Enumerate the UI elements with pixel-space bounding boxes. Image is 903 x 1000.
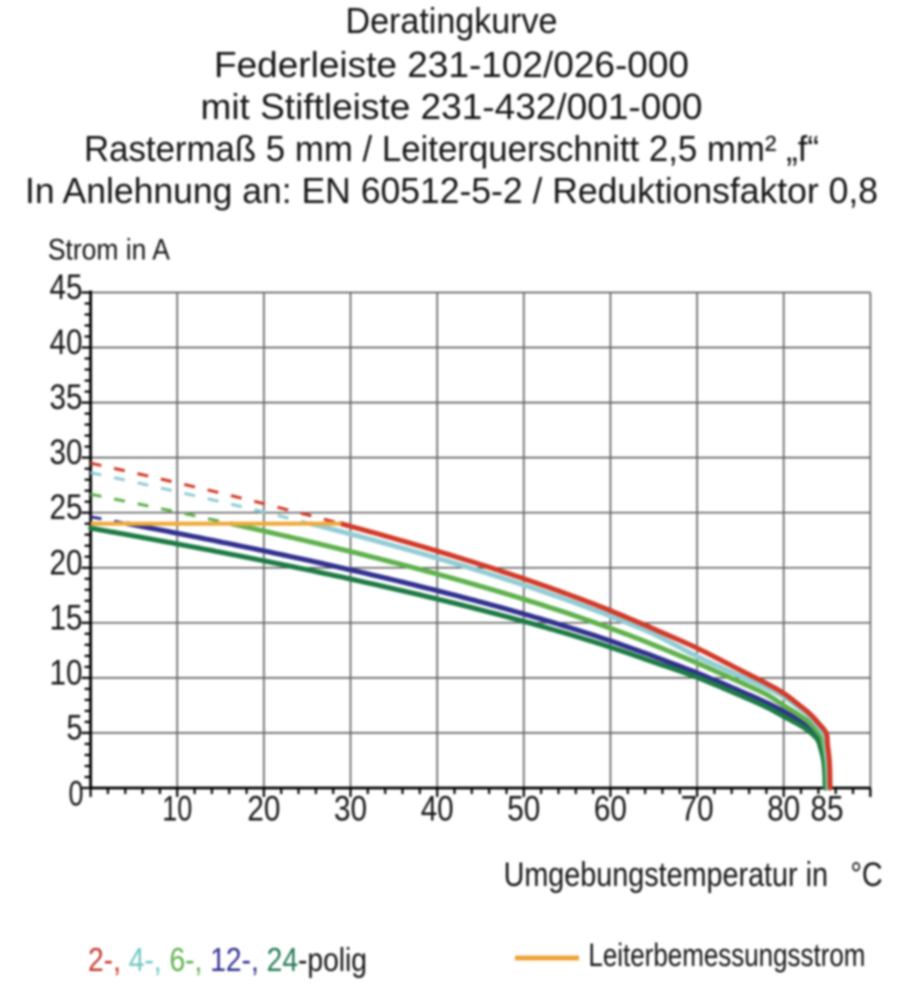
- svg-text:35: 35: [50, 378, 83, 417]
- svg-text:15: 15: [50, 598, 83, 637]
- svg-text:mit Stiftleiste 231-432/001-00: mit Stiftleiste 231-432/001-000: [201, 86, 703, 127]
- svg-text:80: 80: [767, 790, 800, 829]
- svg-text:Umgebungstemperatur in °C: Umgebungstemperatur in °C: [504, 856, 883, 894]
- svg-text:40: 40: [421, 790, 454, 829]
- svg-text:50: 50: [507, 790, 540, 829]
- svg-text:45: 45: [50, 268, 83, 307]
- svg-text:5: 5: [67, 708, 83, 747]
- svg-text:Deratingkurve: Deratingkurve: [346, 0, 558, 41]
- svg-text:0: 0: [69, 775, 84, 814]
- svg-text:40: 40: [50, 323, 83, 362]
- svg-text:30: 30: [334, 790, 367, 829]
- svg-text:Strom in A: Strom in A: [48, 234, 170, 267]
- svg-text:Rastermaß 5 mm / Leiterquersch: Rastermaß 5 mm / Leiterquerschnitt 2,5 m…: [84, 128, 819, 169]
- svg-text:85: 85: [811, 790, 844, 829]
- svg-text:20: 20: [247, 790, 280, 829]
- svg-text:25: 25: [50, 488, 83, 527]
- svg-text:In Anlehnung an: EN 60512-5-2: In Anlehnung an: EN 60512-5-2 / Reduktio…: [25, 170, 878, 211]
- svg-text:10: 10: [50, 653, 83, 692]
- svg-text:70: 70: [681, 790, 714, 829]
- svg-text:60: 60: [594, 790, 627, 829]
- svg-text:Leiterbemessungsstrom: Leiterbemessungsstrom: [588, 937, 865, 973]
- svg-text:Federleiste 231-102/026-000: Federleiste 231-102/026-000: [214, 44, 689, 85]
- svg-text:10: 10: [162, 790, 192, 829]
- svg-text:2-, 4-, 6-, 12-, 24-polig: 2-, 4-, 6-, 12-, 24-polig: [88, 941, 367, 978]
- svg-text:30: 30: [50, 433, 83, 472]
- svg-text:20: 20: [50, 543, 83, 582]
